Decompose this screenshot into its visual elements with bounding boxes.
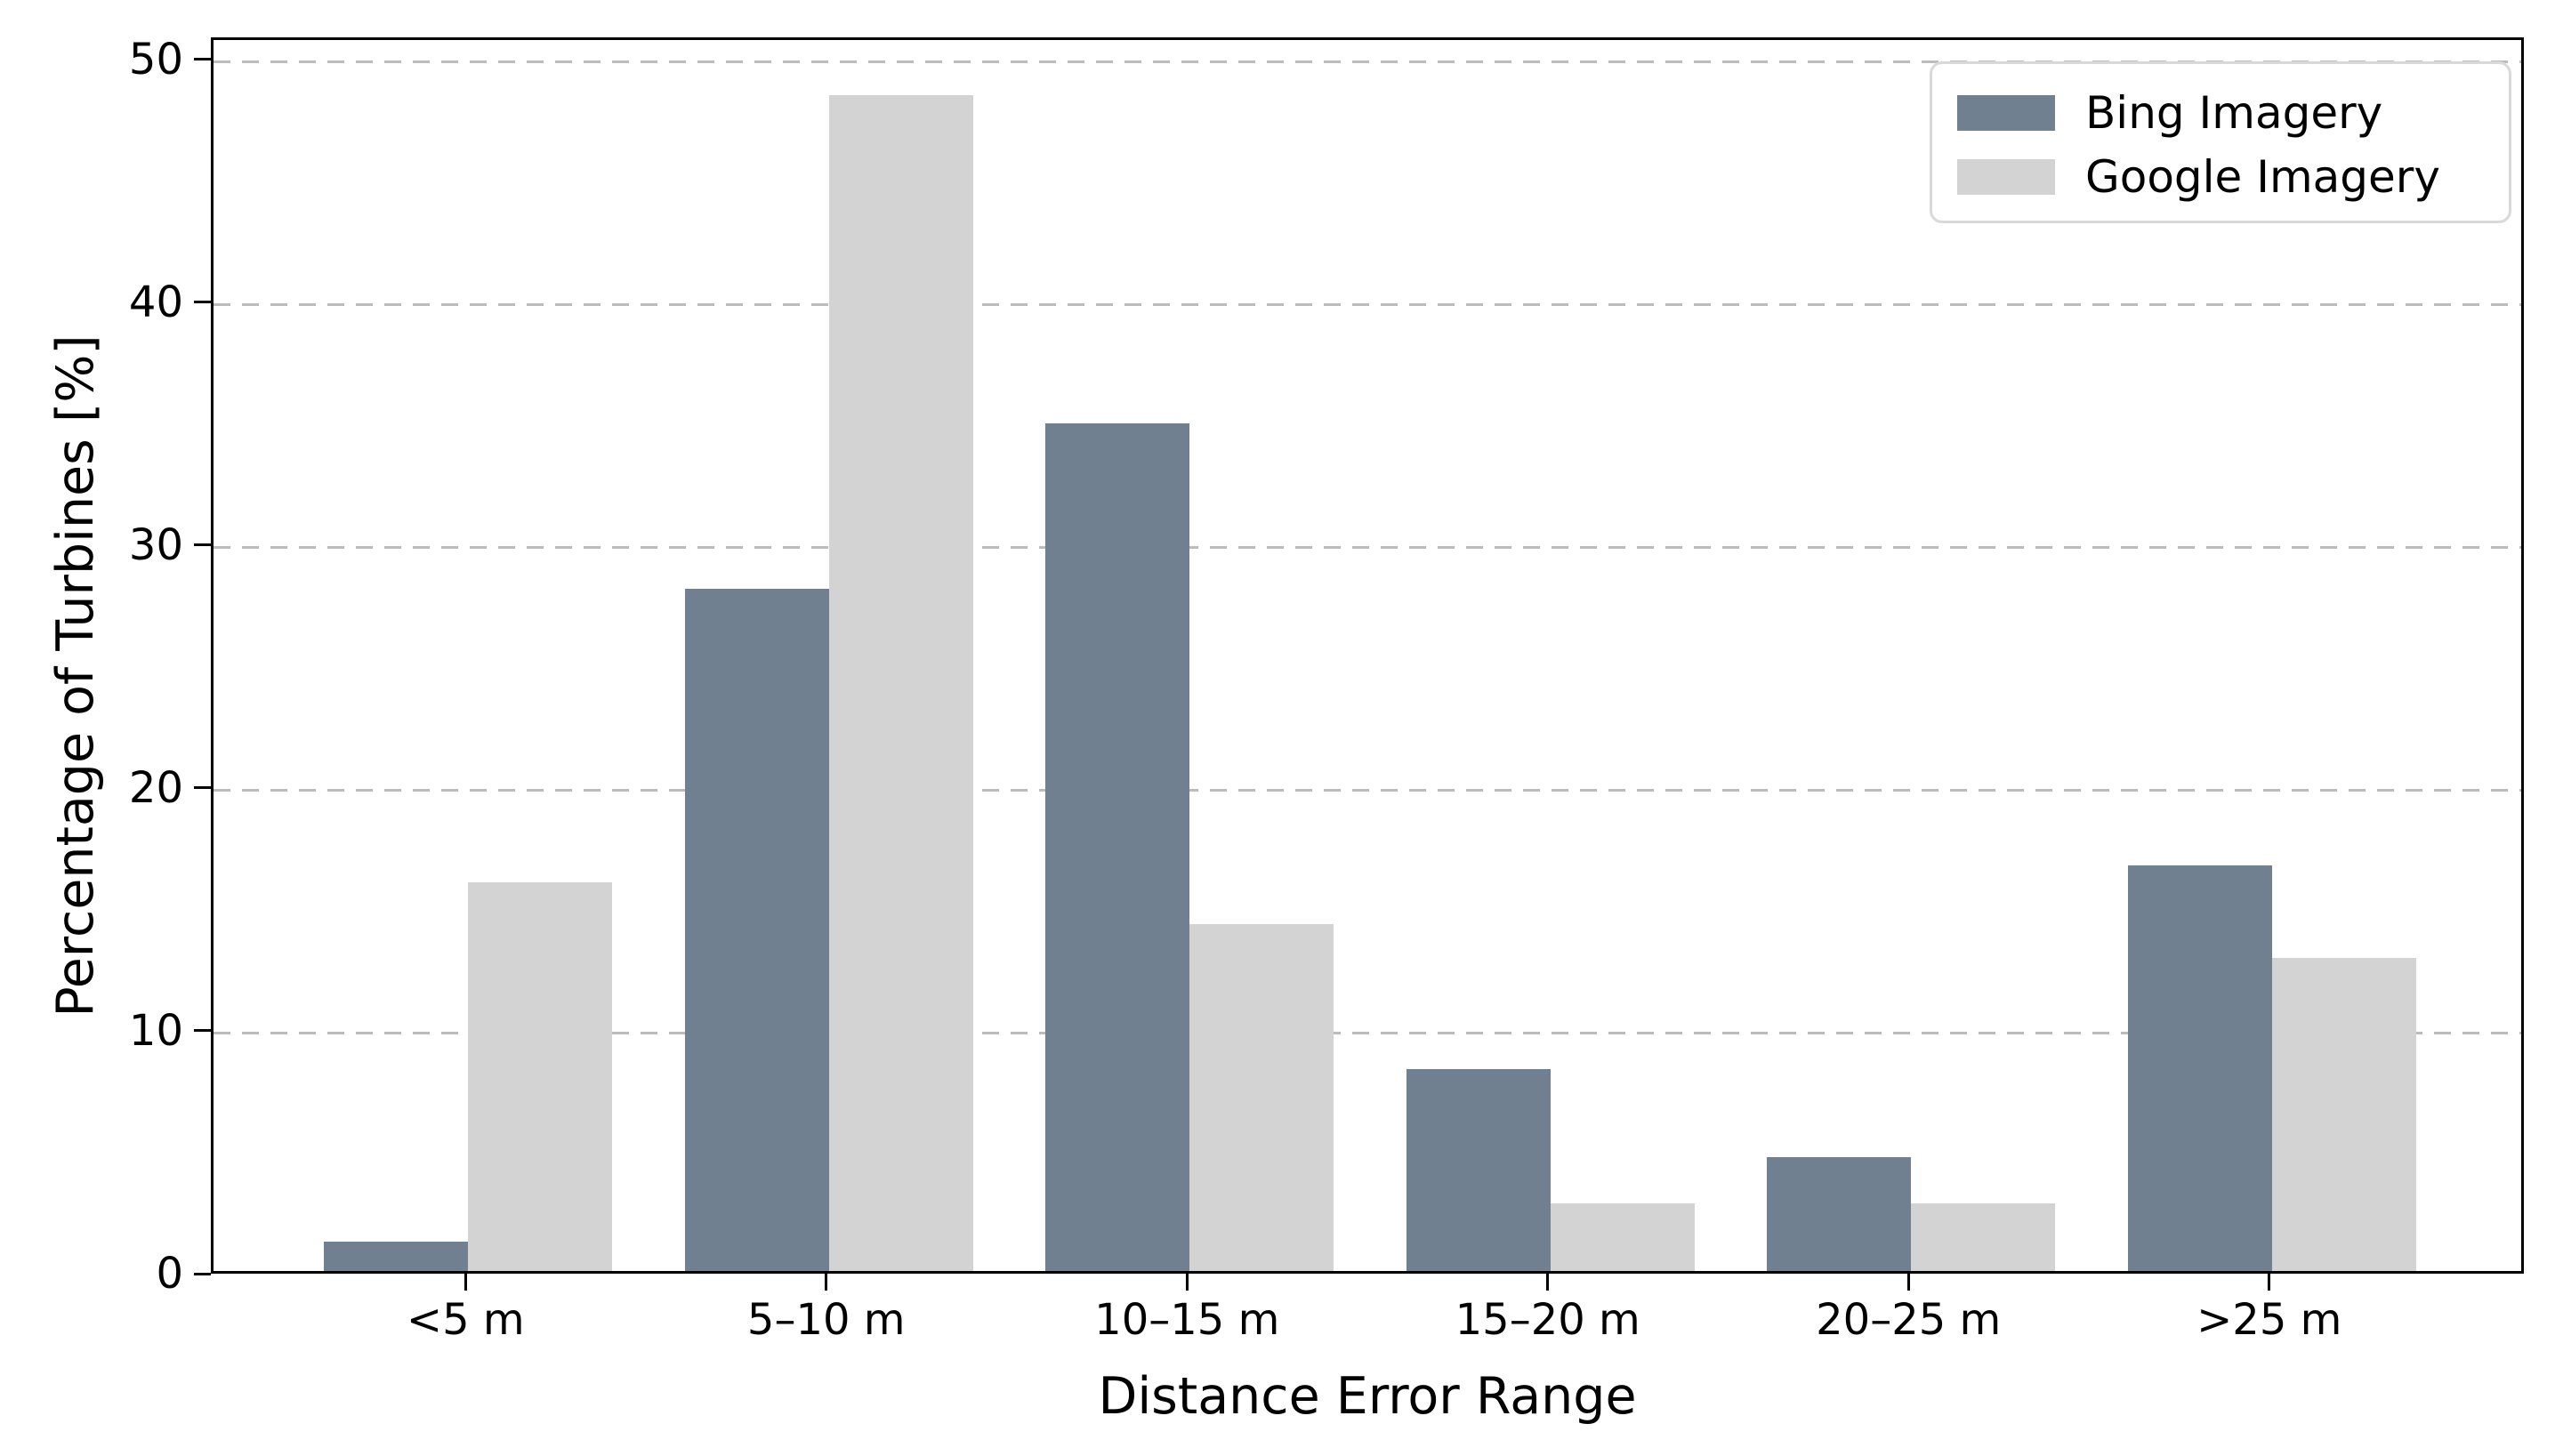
plot-area bbox=[211, 37, 2524, 1274]
bar-bing-4 bbox=[1406, 1069, 1551, 1271]
legend-item-google: Google Imagery bbox=[1957, 148, 2509, 206]
gridline-y-30 bbox=[214, 546, 2521, 550]
y-tick-label-30: 30 bbox=[128, 519, 183, 570]
x-tick-mark-3 bbox=[1185, 1274, 1189, 1291]
bar-bing-6 bbox=[2127, 865, 2272, 1271]
legend-item-bing: Bing Imagery bbox=[1957, 84, 2509, 142]
y-tick-mark-40 bbox=[194, 301, 211, 304]
x-tick-mark-4 bbox=[1546, 1274, 1550, 1291]
bar-bing-5 bbox=[1767, 1156, 1912, 1271]
x-tick-mark-6 bbox=[2268, 1274, 2271, 1291]
x-tick-mark-1 bbox=[463, 1274, 467, 1291]
y-axis-label: Percentage of Turbines [%] bbox=[46, 334, 105, 1018]
bar-google-6 bbox=[2271, 957, 2416, 1271]
google-series-swatch bbox=[1957, 159, 2055, 195]
bing-series-swatch bbox=[1957, 95, 2055, 131]
y-tick-label-0: 0 bbox=[156, 1249, 183, 1299]
y-tick-label-10: 10 bbox=[128, 1005, 183, 1056]
y-tick-label-50: 50 bbox=[128, 34, 183, 84]
y-tick-mark-50 bbox=[194, 58, 211, 61]
y-tick-mark-10 bbox=[194, 1029, 211, 1033]
x-tick-label-2: 5–10 m bbox=[746, 1295, 906, 1345]
x-tick-mark-5 bbox=[1906, 1274, 1910, 1291]
x-axis-label: Distance Error Range bbox=[1098, 1367, 1637, 1426]
x-tick-label-1: <5 m bbox=[406, 1295, 525, 1345]
google-series-label: Google Imagery bbox=[2085, 151, 2440, 203]
x-tick-label-6: >25 m bbox=[2196, 1295, 2342, 1345]
bing-series-label: Bing Imagery bbox=[2085, 87, 2383, 139]
gridline-y-20 bbox=[214, 789, 2521, 792]
bar-google-3 bbox=[1189, 923, 1334, 1271]
y-tick-mark-30 bbox=[194, 543, 211, 547]
y-tick-mark-20 bbox=[194, 786, 211, 790]
gridline-y-50 bbox=[214, 60, 2521, 64]
gridline-y-40 bbox=[214, 303, 2521, 307]
bar-bing-2 bbox=[684, 588, 829, 1271]
x-tick-mark-2 bbox=[825, 1274, 828, 1291]
y-tick-label-20: 20 bbox=[128, 762, 183, 813]
x-tick-label-4: 15–20 m bbox=[1455, 1295, 1640, 1345]
bar-google-4 bbox=[1550, 1203, 1695, 1271]
bar-google-2 bbox=[828, 95, 973, 1271]
legend: Bing Imagery Google Imagery bbox=[1930, 61, 2511, 223]
bar-google-1 bbox=[468, 882, 613, 1271]
y-tick-label-40: 40 bbox=[128, 277, 183, 327]
gridline-y-10 bbox=[214, 1032, 2521, 1035]
bar-google-5 bbox=[1911, 1203, 2056, 1271]
bar-bing-3 bbox=[1045, 422, 1190, 1271]
x-tick-label-5: 20–25 m bbox=[1816, 1295, 2002, 1345]
y-tick-mark-0 bbox=[194, 1272, 211, 1275]
x-tick-label-3: 10–15 m bbox=[1094, 1295, 1280, 1345]
bar-bing-1 bbox=[324, 1242, 469, 1271]
